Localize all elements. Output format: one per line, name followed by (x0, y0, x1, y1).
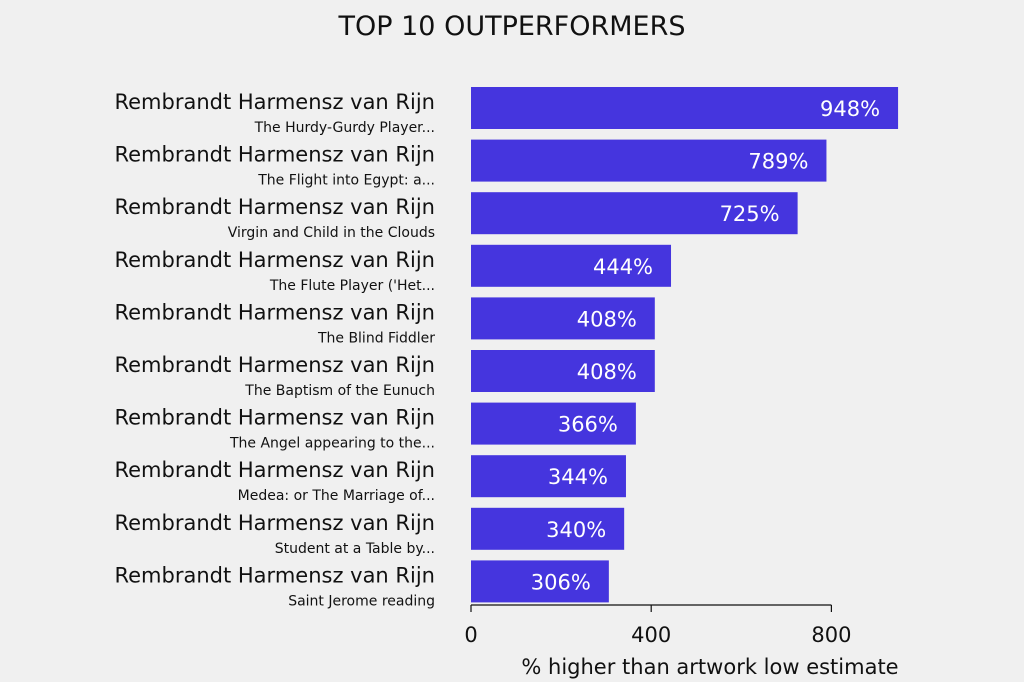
bar-value-label: 340% (546, 518, 606, 542)
x-axis: 0 400 800 (464, 604, 851, 647)
category-artist-label: Rembrandt Harmensz van Rijn (114, 143, 435, 167)
category-artist-label: Rembrandt Harmensz van Rijn (114, 300, 435, 324)
bar (471, 192, 798, 235)
bar (471, 87, 899, 129)
x-axis-title: % higher than artwork low estimate (521, 655, 898, 679)
category-artwork-label: The Hurdy-Gurdy Player... (254, 120, 435, 136)
category-artwork-label: The Angel appearing to the... (229, 436, 435, 452)
category-artwork-label: The Baptism of the Eunuch (244, 383, 435, 399)
bar (471, 507, 625, 550)
x-tick-label: 400 (631, 623, 671, 647)
category-artist-label: Rembrandt Harmensz van Rijn (114, 90, 435, 114)
category-artwork-label: Student at a Table by... (275, 541, 435, 557)
bar-value-label: 444% (593, 255, 653, 279)
bar-value-label: 408% (577, 360, 637, 384)
bar-value-label: 725% (720, 202, 780, 226)
category-artwork-label: The Flight into Egypt: a... (257, 173, 435, 189)
bar (471, 139, 827, 182)
bar-value-label: 408% (577, 307, 637, 331)
category-artwork-label: Virgin and Child in the Clouds (228, 225, 435, 241)
category-artist-label: Rembrandt Harmensz van Rijn (114, 563, 435, 587)
x-tick-label: 0 (464, 623, 477, 647)
category-artwork-label: The Blind Fiddler (317, 330, 435, 346)
category-artist-label: Rembrandt Harmensz van Rijn (114, 248, 435, 272)
bar (471, 244, 672, 287)
bar-value-label: 366% (558, 413, 618, 437)
category-artwork-label: The Flute Player ('Het... (269, 278, 435, 294)
category-artist-label: Rembrandt Harmensz van Rijn (114, 511, 435, 535)
bar-value-label: 306% (531, 570, 591, 594)
x-tick-label: 800 (811, 623, 851, 647)
bar-value-label: 948% (820, 97, 880, 121)
bar (471, 350, 655, 392)
category-artwork-label: Medea: or The Marriage of... (238, 488, 435, 504)
bar (471, 297, 655, 340)
category-artist-label: Rembrandt Harmensz van Rijn (114, 353, 435, 377)
bars-group: 948% Rembrandt Harmensz van Rijn The Hurdy… (114, 87, 899, 609)
category-artist-label: Rembrandt Harmensz van Rijn (114, 195, 435, 219)
bar (471, 455, 626, 498)
category-artist-label: Rembrandt Harmensz van Rijn (114, 458, 435, 482)
category-artist-label: Rembrandt Harmensz van Rijn (114, 406, 435, 430)
chart-title: TOP 10 OUTPERFORMERS (338, 11, 686, 42)
bar-value-label: 344% (548, 465, 608, 489)
category-artwork-label: Saint Jerome reading (288, 593, 435, 609)
bar-value-label: 789% (748, 150, 808, 174)
bar (471, 402, 636, 445)
bar (471, 560, 609, 603)
